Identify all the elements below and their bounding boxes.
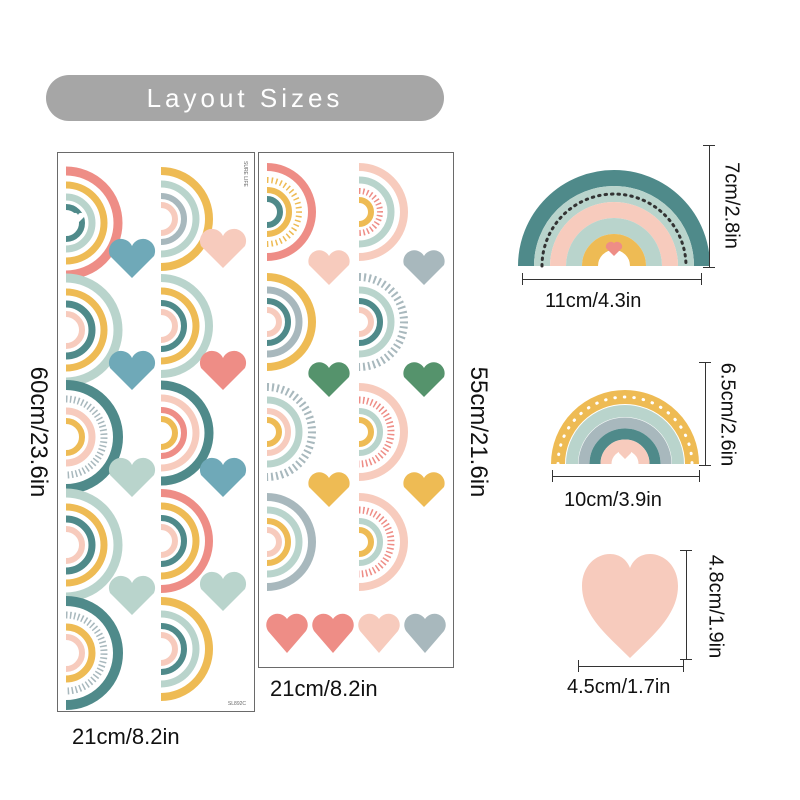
sticker-sheet-right (258, 152, 454, 668)
medium-height-line (705, 362, 706, 466)
title-text: Layout Sizes (146, 82, 344, 113)
half-rainbow (160, 274, 213, 378)
half-rainbow (65, 488, 123, 602)
heart-height-label: 4.8cm/1.9in (704, 554, 727, 659)
large-width-line (522, 279, 702, 280)
heart-width-label: 4.5cm/1.7in (567, 676, 671, 698)
heart-sticker (108, 238, 156, 278)
heart-icon (605, 241, 623, 256)
medium-width-line (552, 476, 700, 477)
brand-mark: SURE LIFE (242, 161, 248, 187)
large-height-line (709, 145, 710, 268)
heart-sticker (266, 613, 308, 653)
half-rainbow (358, 493, 408, 591)
large-height-label: 7cm/2.8in (720, 162, 743, 249)
heart-sticker (312, 613, 354, 653)
medium-width-label: 10cm/3.9in (564, 489, 662, 511)
heart-sticker (308, 472, 350, 507)
sheet-left-height-label: 60cm/23.6in (25, 366, 52, 498)
layout-sizes-title: Layout Sizes (46, 75, 444, 121)
heart-sticker (358, 613, 400, 653)
sheet-right-height-label: 55cm/21.6in (465, 366, 492, 498)
sheet-right-artwork (266, 163, 446, 653)
heart-sticker (108, 457, 156, 497)
heart-icon (618, 448, 632, 459)
heart-width-line (578, 666, 684, 667)
heart-sticker (404, 613, 446, 653)
heart-sticker (108, 350, 156, 390)
half-rainbow (160, 380, 214, 486)
heart-sticker (308, 362, 350, 397)
half-rainbow (160, 597, 213, 701)
medium-rainbow-sample (551, 390, 699, 466)
half-rainbow (358, 273, 408, 371)
heart-sticker (199, 350, 247, 390)
medium-height-label: 6.5cm/2.6in (716, 362, 739, 467)
half-rainbow (266, 493, 316, 591)
heart-sticker (199, 571, 247, 611)
half-rainbow (65, 166, 123, 280)
half-rainbow (65, 273, 123, 387)
large-width-label: 11cm/4.3in (545, 290, 642, 312)
heart-sample (582, 554, 678, 658)
heart-icon (582, 554, 678, 658)
large-rainbow-sample (518, 170, 710, 268)
half-rainbow (266, 273, 316, 371)
half-rainbow (65, 380, 123, 494)
half-rainbow (266, 163, 316, 261)
heart-sticker (308, 250, 350, 285)
half-rainbow (65, 596, 123, 710)
half-rainbow (160, 167, 213, 271)
half-rainbow (358, 163, 408, 261)
sheet-code: SL892C (227, 701, 246, 707)
half-rainbow (160, 489, 213, 593)
heart-height-line (686, 550, 687, 660)
heart-sticker (403, 472, 445, 507)
heart-sticker (199, 457, 247, 497)
heart-sticker (199, 228, 247, 268)
sticker-sheet-left: SURE LIFE SL892C (57, 152, 255, 712)
heart-sticker (403, 250, 445, 285)
sheet-left-width-label: 21cm/8.2in (72, 724, 180, 749)
heart-sticker (108, 575, 156, 615)
heart-sticker (403, 362, 445, 397)
half-rainbow (266, 383, 316, 481)
half-rainbow (358, 383, 408, 481)
sheet-left-artwork (65, 166, 247, 710)
sheet-right-width-label: 21cm/8.2in (270, 676, 378, 701)
